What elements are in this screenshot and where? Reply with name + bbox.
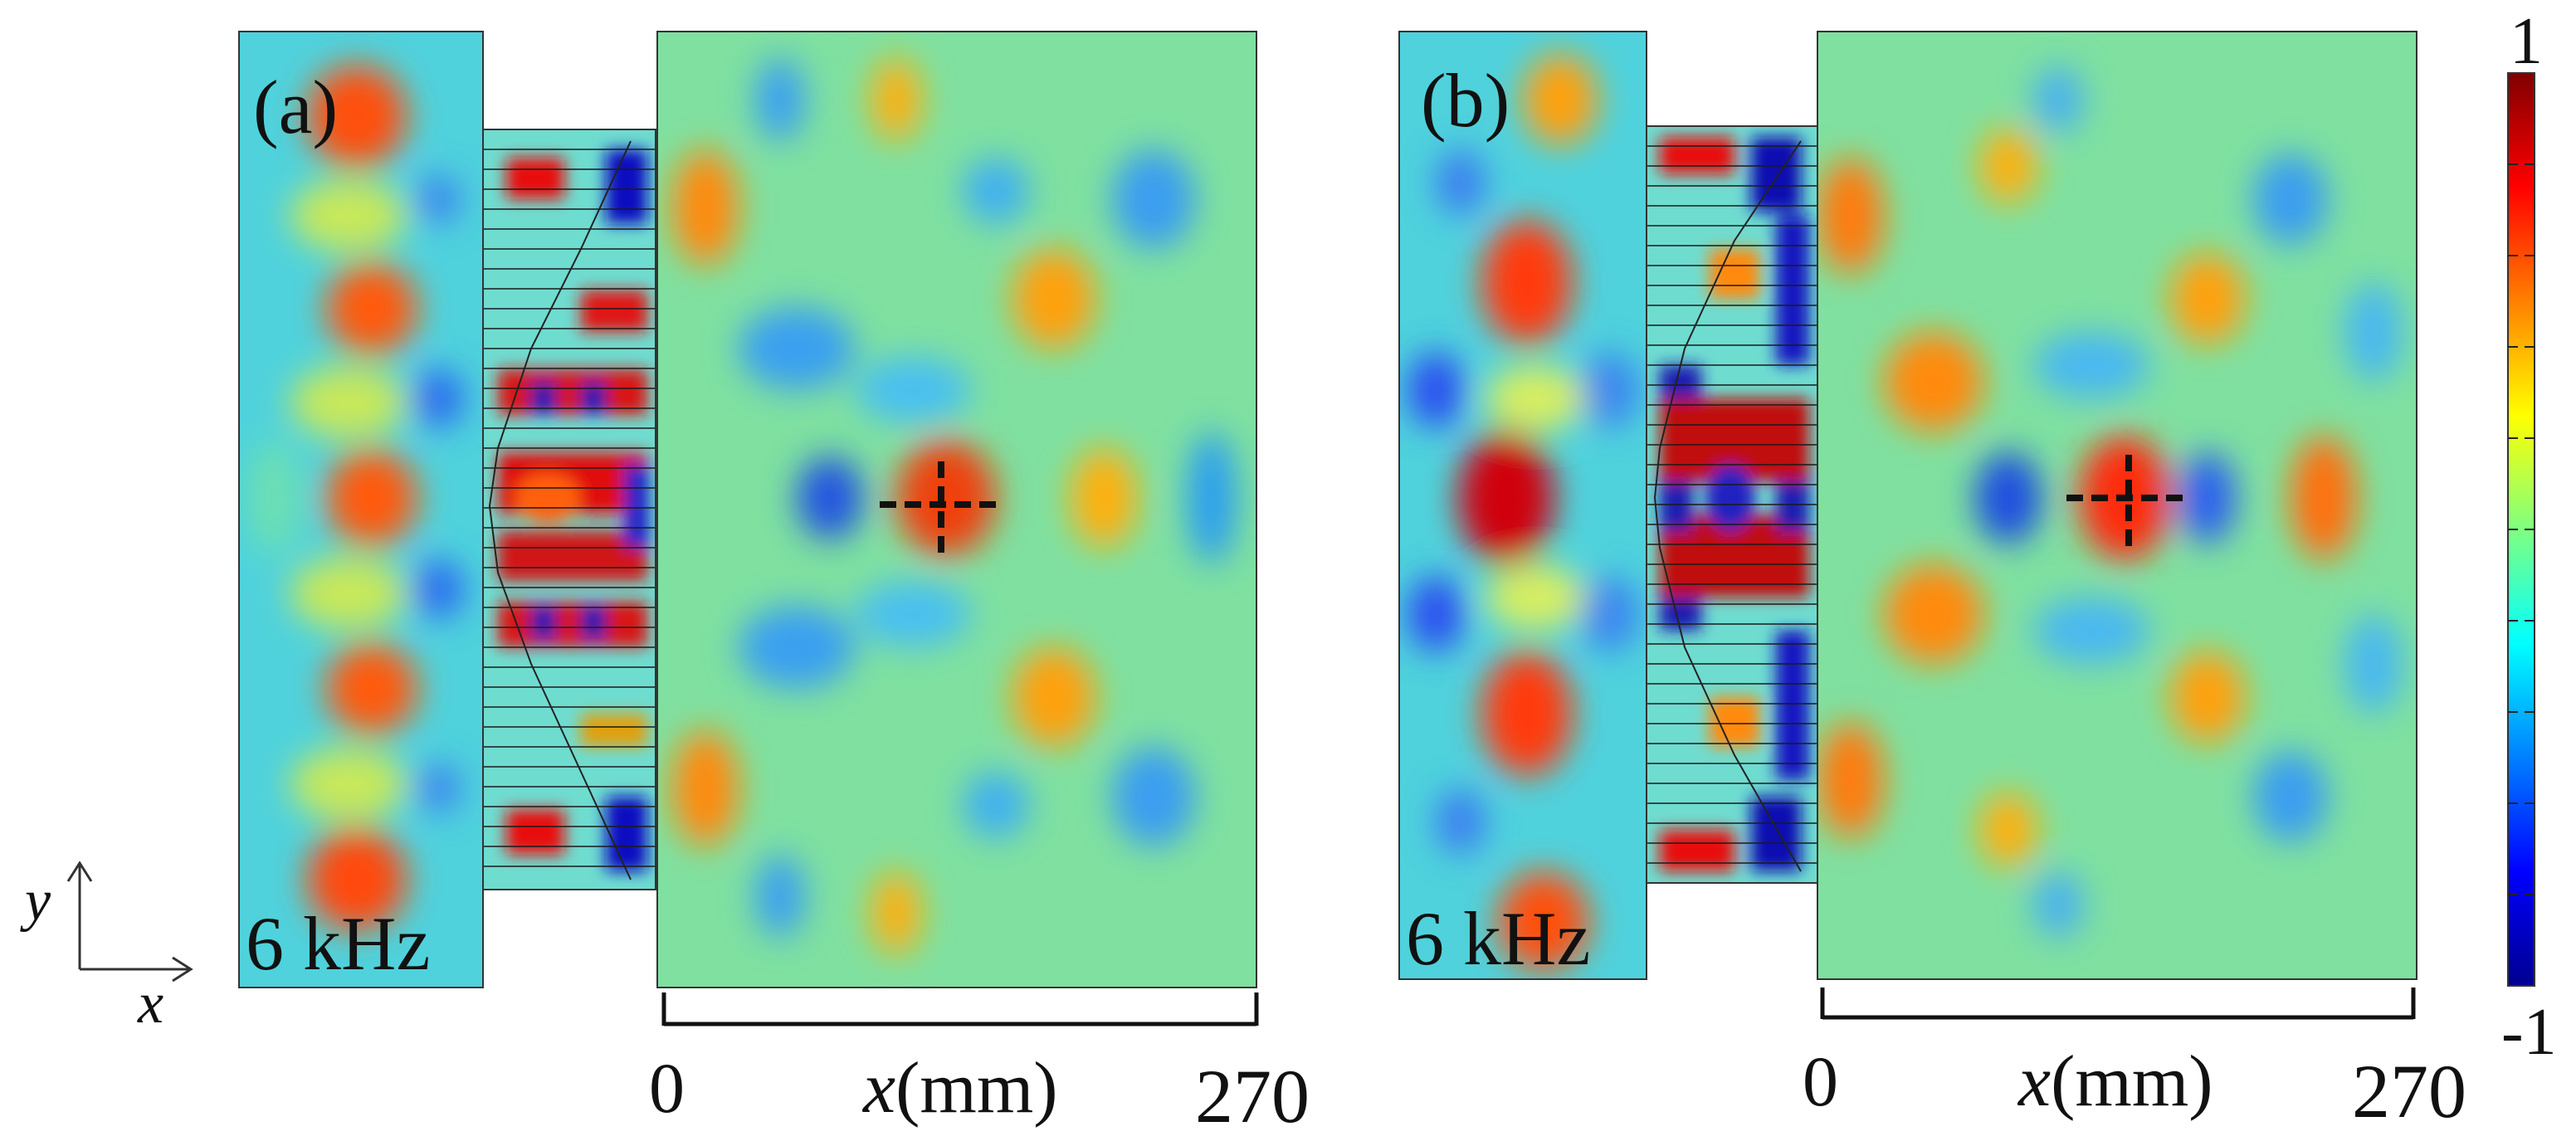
panel-b-axis-label: x(mm): [2017, 1041, 2213, 1122]
panel-b: (b) 6 kHz 0 x(mm) 270: [1398, 31, 2466, 1134]
panel-a-scale-end: 270: [1195, 1054, 1310, 1139]
axis-indicator-x: x: [137, 972, 163, 1036]
panel-b-axis-unit: (mm): [2051, 1041, 2213, 1122]
panel-a-frequency: 6 kHz: [246, 901, 430, 986]
panel-b-scale-end: 270: [2352, 1049, 2466, 1134]
axes-indicator: [66, 861, 193, 983]
panel-b-metasurface: [1647, 126, 1817, 883]
colorbar-min-label: -1: [2501, 996, 2557, 1069]
panel-b-right-field: [1817, 32, 2417, 979]
panel-a-right-field: [657, 32, 1256, 988]
panel-b-axis-var: x: [2017, 1041, 2051, 1122]
panel-b-focus-crosshair: [2066, 455, 2191, 554]
panel-b-left-field: [1399, 32, 1647, 979]
panel-a-axis-var: x: [861, 1048, 895, 1129]
panel-b-frequency: 6 kHz: [1406, 896, 1590, 981]
panel-a-left-field: [239, 32, 483, 988]
colorbar: 1 -1: [2501, 5, 2557, 1069]
panel-a-axis-label: x(mm): [861, 1048, 1058, 1129]
panel-a-axis-unit: (mm): [895, 1048, 1058, 1129]
panel-a: (a) 6 kHz 0 x(mm) 270: [238, 31, 1310, 1139]
panel-a-scale-bar: [661, 992, 1259, 1027]
panel-b-label: (b): [1421, 58, 1510, 143]
colorbar-max-label: 1: [2510, 5, 2543, 78]
panel-a-scale-start: 0: [649, 1048, 685, 1128]
panel-a-focus-crosshair: [880, 461, 1004, 561]
panel-b-scale-start: 0: [1803, 1041, 1838, 1121]
panel-a-metasurface: [483, 129, 656, 890]
axis-indicator-y: y: [20, 869, 51, 933]
panel-a-label: (a): [253, 65, 338, 149]
panel-b-scale-bar: [1820, 988, 2416, 1020]
